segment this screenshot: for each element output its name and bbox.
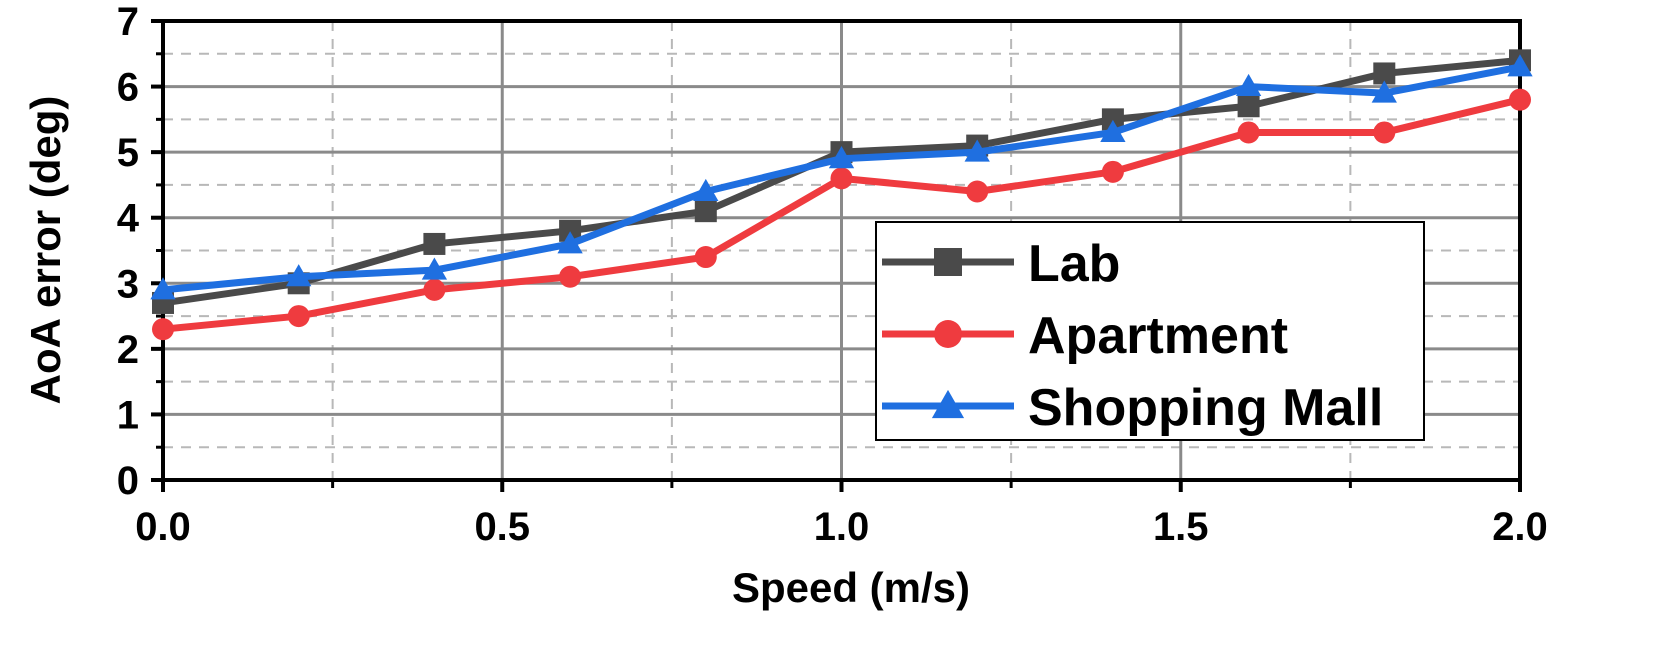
data-point <box>828 146 855 169</box>
data-point <box>559 219 582 242</box>
y-tick-label: 4 <box>117 197 140 241</box>
data-point <box>694 200 717 223</box>
data-point <box>694 246 717 269</box>
x-tick-label: 0.5 <box>474 505 530 549</box>
y-axis-title: AoA error (deg) <box>22 96 69 405</box>
x-tick-label: 1.0 <box>814 505 870 549</box>
y-tick-label: 0 <box>117 459 139 503</box>
y-tick-label: 7 <box>117 0 139 44</box>
data-point <box>557 231 583 254</box>
data-point <box>1100 119 1126 142</box>
data-point <box>1237 121 1260 144</box>
legend-marker <box>931 389 965 419</box>
y-tick-label: 5 <box>117 131 139 175</box>
series <box>150 49 1533 341</box>
y-tick-label: 6 <box>117 66 139 110</box>
legend-marker <box>934 320 962 348</box>
data-point <box>1237 95 1260 118</box>
legend-item: Apartment <box>882 307 1288 365</box>
legend-label: Apartment <box>1028 307 1288 365</box>
data-point <box>1371 80 1397 103</box>
data-point <box>1507 54 1533 77</box>
data-point <box>1101 160 1124 183</box>
series-apartment <box>152 88 1531 341</box>
legend: Lab Apartment Shopping Mall <box>875 221 1425 441</box>
legend-marker <box>934 248 962 276</box>
data-point <box>964 139 990 162</box>
data-point <box>287 305 310 328</box>
y-tick-label: 1 <box>117 393 139 437</box>
data-point <box>1235 73 1262 97</box>
data-point <box>423 278 446 301</box>
data-point <box>1373 62 1396 85</box>
legend-item: Lab <box>882 235 1120 293</box>
x-axis-title: Speed (m/s) <box>732 564 970 611</box>
y-tick-label: 3 <box>117 262 139 306</box>
data-point <box>1101 108 1124 131</box>
data-point <box>1509 88 1531 111</box>
legend-label: Shopping Mall <box>1028 379 1383 437</box>
data-point <box>150 277 176 300</box>
data-point <box>423 232 446 255</box>
data-point <box>286 264 312 287</box>
legend-label: Lab <box>1028 235 1120 293</box>
data-point <box>152 318 174 341</box>
y-tick-label: 2 <box>117 328 139 372</box>
data-point <box>693 178 719 201</box>
data-point <box>1373 121 1396 144</box>
x-tick-label: 0.0 <box>135 505 191 549</box>
data-point <box>421 257 448 280</box>
series-shopping-mall <box>150 54 1533 300</box>
legend-item: Shopping Mall <box>882 379 1383 437</box>
data-point <box>830 167 853 190</box>
x-tick-label: 1.5 <box>1153 505 1209 549</box>
data-point <box>966 180 989 203</box>
axes: 0 1 2 3 4 5 6 7 0.0 0.5 1.0 1.5 2.0 <box>117 0 1548 549</box>
data-point <box>559 265 582 288</box>
x-tick-label: 2.0 <box>1492 505 1548 549</box>
